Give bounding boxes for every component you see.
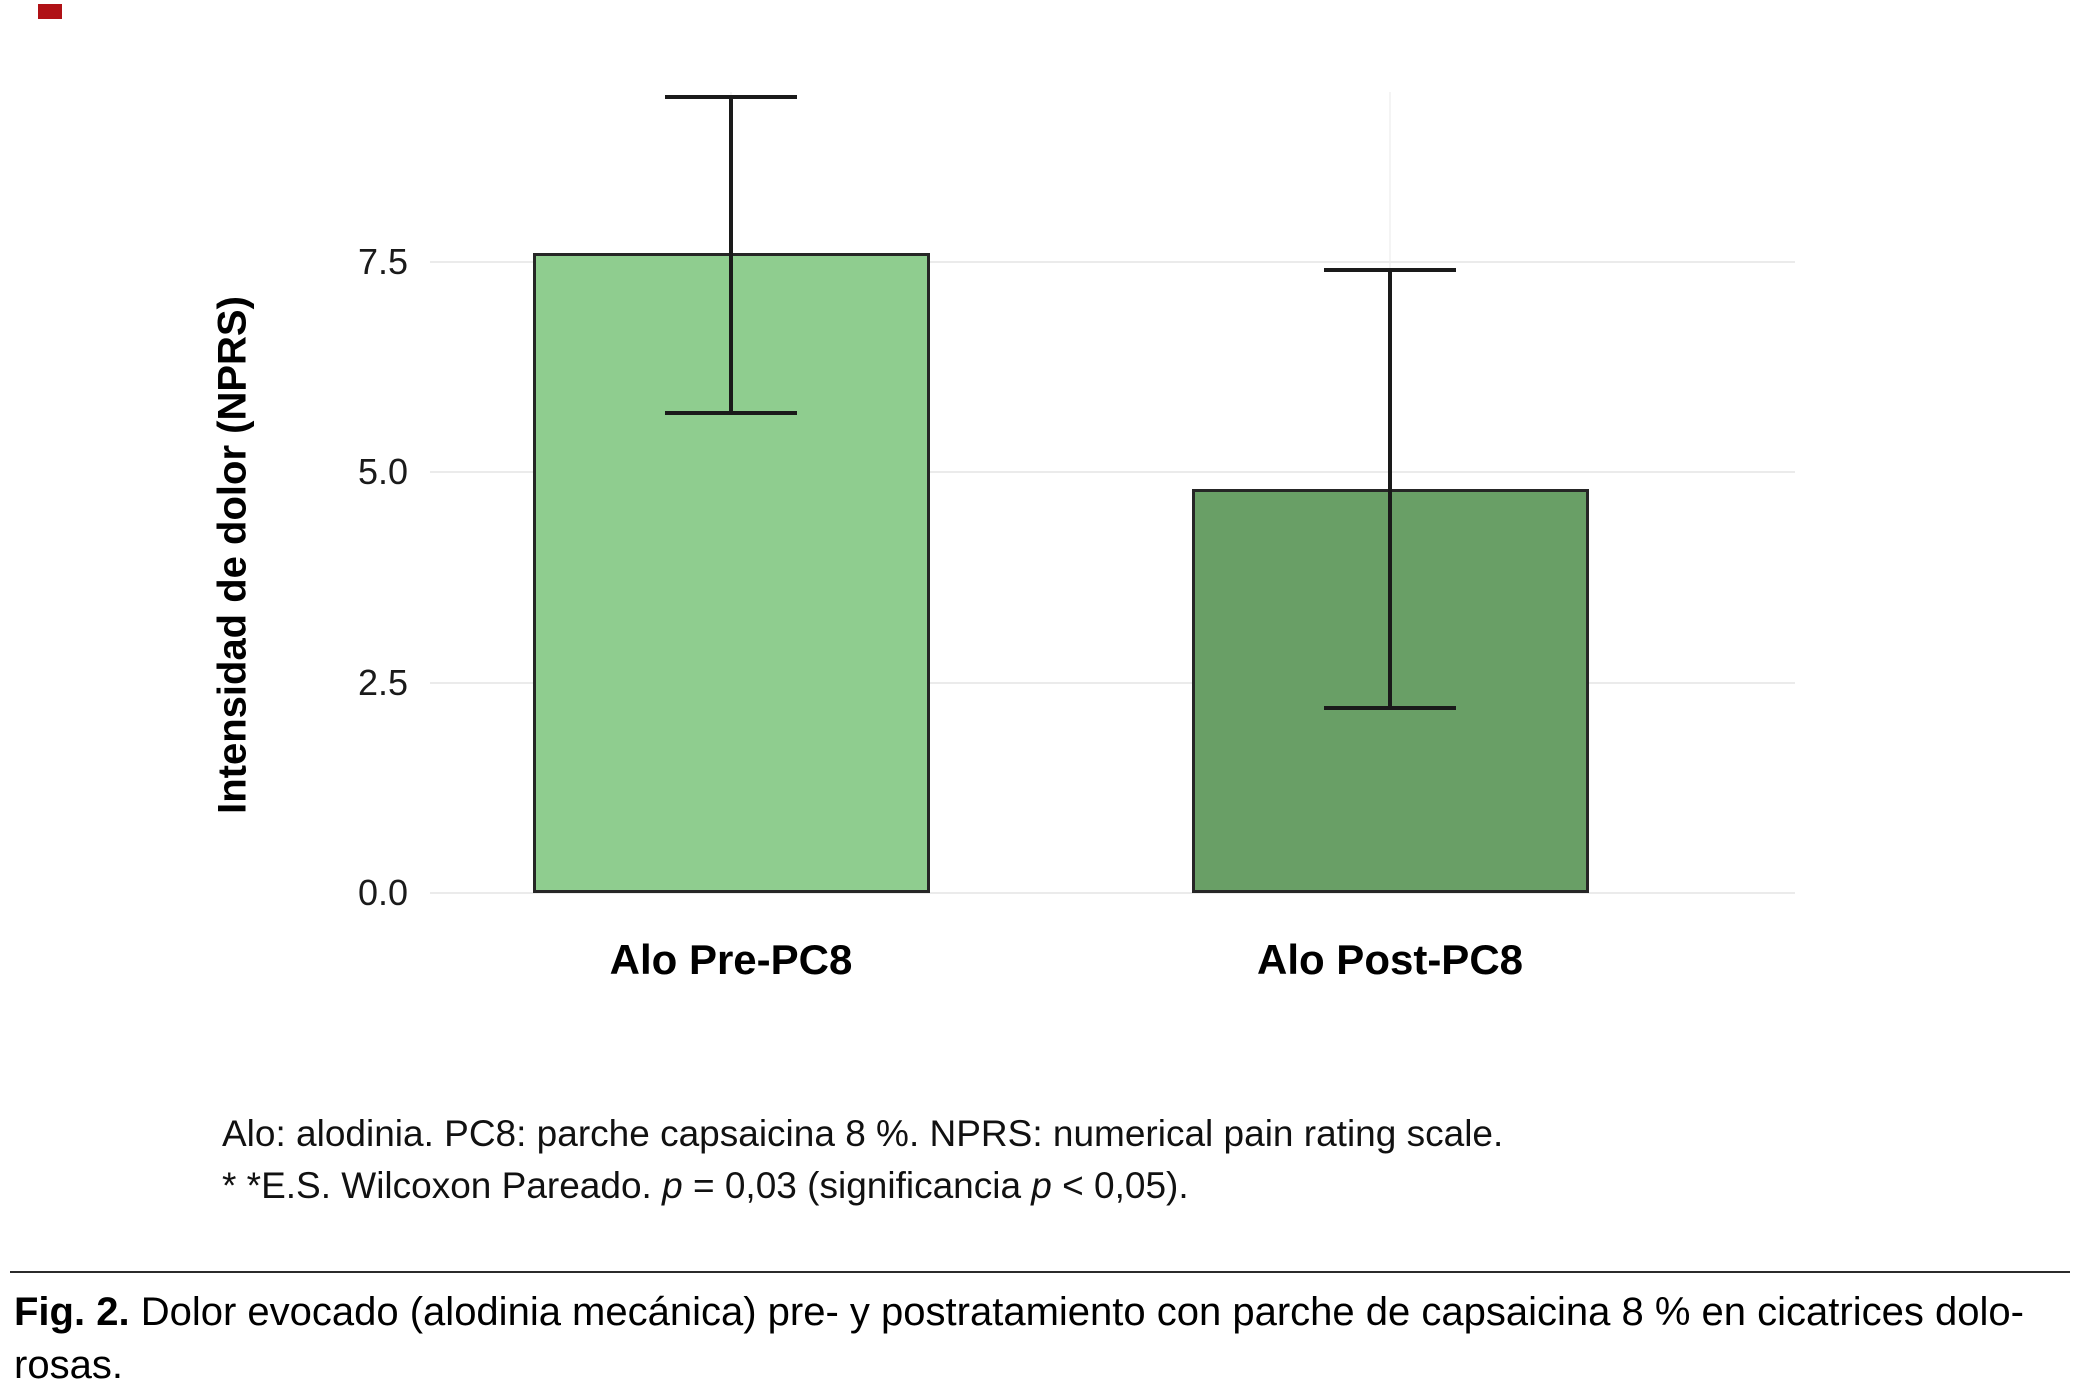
error-bar-cap-top: [1324, 267, 1456, 272]
horizontal-gridline: [430, 471, 1795, 473]
y-tick-label: 5.0: [357, 451, 408, 492]
footnote-text-segment: * *E.S. Wilcoxon Pareado.: [222, 1164, 663, 1206]
x-category-label: Alo Post-PC8: [1256, 936, 1524, 983]
horizontal-gridline: [430, 892, 1795, 894]
footnote-p-symbol: p: [1031, 1164, 1052, 1206]
error-bar-vertical: [729, 97, 733, 414]
error-bar-cap-top: [665, 95, 797, 100]
figure-caption-text: Dolor evocado (alodinia mecánica) pre- y…: [14, 1290, 2024, 1387]
x-category-label: Alo Pre-PC8: [609, 936, 853, 983]
page-corner-mark: [38, 4, 62, 19]
footnote-p-symbol: p: [662, 1164, 683, 1206]
y-tick-label: 7.5: [357, 240, 408, 282]
figure-caption-label: Fig. 2.: [14, 1290, 130, 1334]
error-bar-cap-bottom: [1324, 705, 1456, 710]
figure-footnotes: Alo: alodinia. PC8: parche capsaicina 8 …: [222, 1108, 1503, 1212]
figure-caption: Fig. 2. Dolor evocado (alodinia mecánica…: [14, 1286, 2066, 1392]
horizontal-gridline: [430, 260, 1795, 263]
caption-divider-rule: [10, 1271, 2070, 1273]
y-tick-label: 0.0: [357, 872, 408, 913]
horizontal-gridline: [430, 681, 1795, 684]
error-bar-cap-bottom: [665, 411, 797, 416]
footnote-line-2: * *E.S. Wilcoxon Pareado. p = 0,03 (sign…: [222, 1160, 1503, 1212]
y-axis-label: Intensidad de dolor (NPRS): [210, 296, 255, 814]
error-bar-vertical: [1388, 269, 1392, 708]
bar-chart: Intensidad de dolor (NPRS) 0.0 2.5 5.0 7.5 A…: [210, 92, 1795, 983]
footnote-line-1: Alo: alodinia. PC8: parche capsaicina 8 …: [222, 1113, 1504, 1154]
footnote-text-segment: = 0,03 (significancia: [682, 1164, 1032, 1206]
footnote-text-segment: < 0,05).: [1051, 1164, 1189, 1206]
y-tick-label: 2.5: [357, 661, 408, 703]
